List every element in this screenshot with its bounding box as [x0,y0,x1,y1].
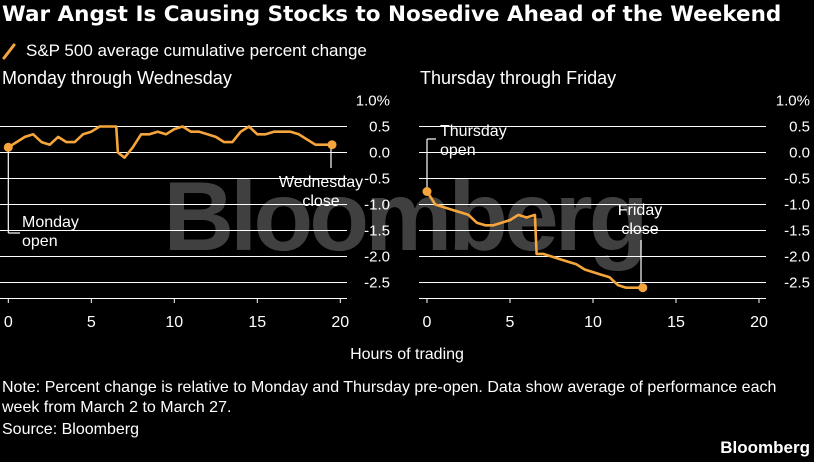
left-y-tick-label: 1.0% [356,93,390,110]
right-x-tick-label: 0 [423,314,432,331]
right-x-tick-label: 10 [584,314,602,331]
right-x-tick-label: 5 [506,314,515,331]
right-y-tick-label: -1.0 [784,197,810,214]
x-axis-title: Hours of trading [350,346,464,363]
left-endpoint-marker [3,142,13,152]
right-x-tick-label: 15 [667,314,685,331]
watermark: Bloomberg [163,161,644,271]
left-y-tick-label: -1.5 [364,223,390,240]
right-annotation-label: Thursday [440,123,507,140]
right-y-tick-label: -2.5 [784,275,810,292]
right-annotation-label: close [621,221,658,238]
right-x-tick-label: 20 [750,314,768,331]
right-y-tick-label: 1.0% [776,93,810,110]
left-x-tick-label: 5 [87,314,96,331]
left-y-tick-label: -2.5 [364,275,390,292]
chart-title: War Angst Is Causing Stocks to Nosedive … [2,2,782,27]
legend-line-swatch [2,43,16,60]
right-endpoint-marker [638,283,648,293]
right-chart: 1.0% 0.5 0.0 -0.5 -1.0 -1.5 -2.0 -2.5 0 5 10 15 20 Th… [419,93,810,331]
left-y-tick-label: -1.0 [364,197,390,214]
left-series-line [7,125,334,159]
left-y-tick-label: -2.0 [364,249,390,266]
right-annotation-label: Friday [618,202,662,219]
footnote: Note: Percent change is relative to Mond… [2,379,777,416]
left-chart: 1.0% 0.5 0.0 -0.5 -1.0 -1.5 -2.0 -2.5 0 5 10 15 20 Mo… [0,93,390,331]
left-x-tick-label: 0 [4,314,13,331]
left-y-tick-label: 0.5 [369,119,390,136]
left-panel-title: Monday through Wednesday [2,68,232,88]
left-y-tick-label: -0.5 [364,171,390,188]
right-y-tick-label: -2.0 [784,249,810,266]
left-x-tick-label: 15 [248,314,266,331]
left-x-tick-label: 20 [331,314,349,331]
left-annotation-label: Wednesday [279,174,363,191]
source: Source: Bloomberg [2,421,139,438]
brand-logo: Bloomberg [720,438,810,457]
right-annotation-label: open [440,142,476,159]
left-endpoint-marker [327,140,337,150]
left-annotation-label: open [22,233,58,250]
right-endpoint-marker [422,187,432,196]
left-annotation-label: Monday [22,214,79,231]
right-y-tick-label: -1.5 [784,223,810,240]
right-y-tick-label: -0.5 [784,171,810,188]
left-annotation-label: close [302,193,339,210]
left-x-tick-label: 10 [165,314,183,331]
right-panel-title: Thursday through Friday [420,68,617,88]
right-y-tick-label: 0.0 [789,145,810,162]
right-y-tick-label: 0.5 [789,119,810,136]
left-y-tick-label: 0.0 [369,145,390,162]
right-series-line [425,190,645,290]
legend-label: S&P 500 average cumulative percent chang… [26,41,367,60]
legend: S&P 500 average cumulative percent chang… [2,40,367,62]
